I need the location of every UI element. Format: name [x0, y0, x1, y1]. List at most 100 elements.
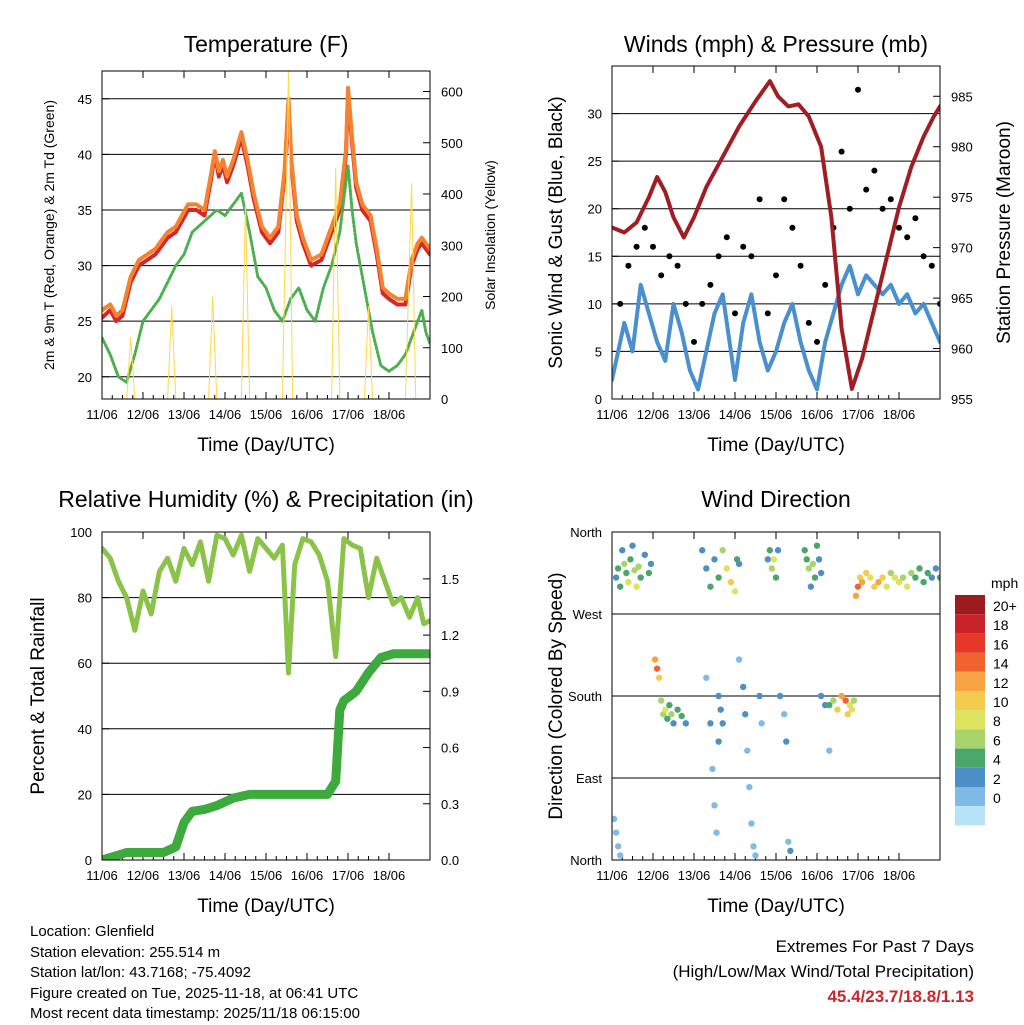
gust-point [814, 338, 820, 345]
temperature-x-tick-label: 14/06 [209, 407, 242, 422]
extremes-box: Extremes For Past 7 Days (High/Low/Max W… [554, 934, 974, 1009]
winds-x-tick-label: 11/06 [596, 407, 628, 422]
legend-swatch [955, 595, 985, 615]
direction-point [711, 556, 718, 563]
winds-x-tick-label: 14/06 [719, 407, 752, 422]
direction-point [748, 820, 755, 827]
humidity-x-tick-label: 18/06 [373, 868, 406, 883]
legend-label: 16 [993, 636, 1009, 652]
direction-ylabel: Direction (Colored By Speed) [546, 572, 567, 819]
legend-swatch [955, 787, 985, 807]
gust-point [691, 338, 697, 345]
legend-label: 18 [993, 617, 1009, 633]
direction-x-tick-label: 16/06 [801, 868, 834, 883]
legend-label: 10 [993, 694, 1009, 710]
legend-label: 4 [993, 752, 1001, 768]
direction-point [627, 556, 634, 563]
gust-point [912, 215, 919, 222]
extremes-subtitle: (High/Low/Max Wind/Total Precipitation) [672, 962, 974, 981]
humidity-plot-area [102, 532, 430, 860]
direction-x-tick-label: 18/06 [883, 868, 916, 883]
gust-point [732, 310, 738, 317]
direction-point [854, 583, 862, 590]
humidity-x-tick-label: 17/06 [332, 868, 365, 883]
temperature-x-tick-label: 13/06 [168, 407, 201, 422]
gust-point [822, 281, 829, 288]
direction-point [666, 701, 673, 709]
gust-point [617, 300, 624, 307]
temperature-x-tick-label: 16/06 [291, 407, 324, 422]
humidity-y2-tick-label: 1.2 [441, 628, 459, 643]
legend-label: 2 [993, 771, 1001, 787]
direction-point [809, 560, 817, 568]
direction-point [867, 574, 874, 581]
direction-point [645, 569, 653, 577]
gust-point [625, 262, 632, 269]
direction-point [838, 692, 845, 700]
direction-title: Wind Direction [701, 486, 851, 512]
relative-humidity-line [102, 532, 430, 676]
direction-point [651, 656, 659, 663]
humidity-y2-tick-label: 0.6 [441, 741, 459, 756]
humidity-y-tick-label: 0 [85, 853, 92, 868]
direction-point [614, 565, 622, 572]
direction-point [744, 747, 751, 754]
temperature-y-tick-label: 30 [78, 259, 92, 274]
winds-y2-tick-label: 965 [951, 291, 973, 306]
direction-point [612, 574, 620, 581]
direction-point [936, 574, 940, 581]
winds-y-tick-label: 15 [588, 249, 602, 264]
direction-point [719, 720, 726, 727]
humidity-y-tick-label: 80 [78, 591, 92, 606]
direction-point [883, 583, 890, 590]
gust-point [781, 196, 788, 203]
direction-x-tick-label: 14/06 [719, 868, 752, 883]
temperature-y2-tick-label: 100 [441, 341, 463, 356]
direction-point [815, 556, 823, 563]
direction-point [887, 569, 894, 577]
winds-x-tick-label: 12/06 [637, 407, 670, 422]
direction-point [848, 706, 856, 713]
direction-point [735, 560, 743, 568]
legend-swatch [955, 652, 985, 672]
direction-x-tick-label: 12/06 [637, 868, 670, 883]
direction-point [655, 674, 663, 681]
gust-point [773, 272, 779, 279]
direction-point [715, 738, 722, 745]
direction-point [924, 569, 931, 577]
direction-point [899, 574, 907, 581]
temperature-y2-tick-label: 300 [441, 238, 463, 253]
legend-swatch [955, 691, 985, 711]
direction-point [612, 815, 618, 823]
gust-point [666, 253, 673, 260]
humidity-y-tick-label: 20 [78, 787, 92, 802]
legend-swatch [955, 633, 985, 653]
direction-point [719, 547, 726, 554]
gust-point [887, 196, 894, 203]
direction-point [912, 574, 919, 581]
humidity-ylabel: Percent & Total Rainfall [28, 597, 49, 794]
winds-y-tick-label: 5 [595, 344, 602, 359]
humidity-y-tick-label: 40 [78, 722, 92, 737]
direction-point [785, 838, 792, 845]
humidity-title: Relative Humidity (%) & Precipitation (i… [58, 486, 473, 512]
data-timestamp: Most recent data timestamp: 2025/11/18 0… [30, 1005, 360, 1022]
temperature-y-tick-label: 25 [78, 314, 92, 329]
station-location: Location: Glenfield [30, 923, 155, 940]
direction-point [801, 547, 808, 554]
legend-label: 12 [993, 675, 1009, 691]
gust-point [740, 243, 747, 250]
direction-point [772, 574, 780, 581]
temperature-x-tick-label: 17/06 [332, 407, 365, 422]
direction-point [731, 588, 739, 595]
direction-point [699, 547, 706, 554]
winds-plot-area [612, 79, 940, 392]
direction-point [766, 547, 774, 554]
gust-point [920, 253, 927, 260]
direction-point [707, 583, 714, 590]
winds-y2-tick-label: 970 [951, 241, 973, 256]
gust-point [838, 148, 845, 155]
direction-point [781, 711, 788, 718]
direction-point [715, 574, 722, 581]
direction-point [647, 560, 655, 568]
